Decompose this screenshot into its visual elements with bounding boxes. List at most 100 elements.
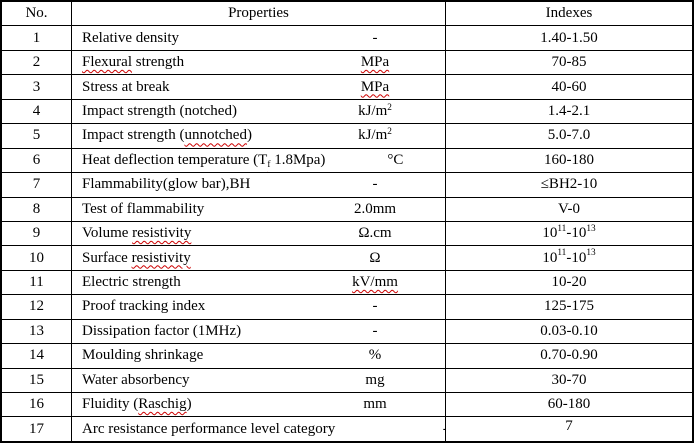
text-run: mm — [363, 396, 387, 413]
text-run: 40-60 — [551, 78, 587, 95]
table-row: 16 Fluidity (Raschig) mm 60-180 — [2, 393, 692, 418]
property-cell: Volume resistivity Ω.cm — [72, 221, 446, 246]
text-run: Relative density — [82, 29, 180, 46]
text-run: - — [372, 322, 378, 339]
text-run: Volume — [82, 225, 133, 242]
property-cell: Electric strength kV/mm — [72, 270, 446, 295]
text-run: V-0 — [558, 200, 580, 217]
property-unit: kJ/m2 — [305, 103, 445, 120]
text-run: - — [372, 176, 378, 193]
text-run: 2 — [387, 102, 392, 113]
property-cell: Test of flammability 2.0mm — [72, 197, 446, 221]
table-row: 17 Arc resistance performance level categ… — [2, 417, 692, 441]
property-cell: Impact strength (notched) kJ/m2 — [72, 99, 446, 124]
property-name: Relative density — [82, 30, 305, 47]
text-run: Test of flammability — [82, 200, 205, 217]
text-run: Electric strength — [82, 274, 181, 291]
text-run: Raschig — [138, 396, 187, 413]
index-cell: 0.03-0.10 — [446, 320, 692, 343]
property-unit: MPa — [305, 54, 445, 71]
text-run: -10 — [566, 225, 587, 242]
index-cell: 10 11 -10 13 — [446, 222, 692, 245]
table-row: 1 Relative density - 1.40-1.50 — [2, 26, 692, 51]
text-run: Heat deflection temperature (T — [82, 151, 268, 168]
text-run: 1.8Mpa) — [270, 151, 326, 168]
row-number-cell: 15 — [2, 368, 72, 392]
index-cell: 30-70 — [446, 369, 692, 392]
row-number-cell: 17 — [2, 417, 72, 441]
text-run: resistivity — [132, 225, 192, 242]
text-run: 11 — [557, 247, 567, 258]
index-cell: 1.40-1.50 — [446, 26, 692, 49]
index-cell: 40-60 — [446, 75, 692, 98]
text-run: 160-180 — [544, 151, 594, 168]
property-name: Arc resistance performance level categor… — [82, 421, 335, 438]
index-cell: 60-180 — [446, 393, 692, 416]
property-unit: 2.0mm — [305, 201, 445, 218]
text-run: Ω.cm — [358, 225, 392, 242]
text-run: 5.0-7.0 — [547, 127, 591, 144]
row-number-cell: 5 — [2, 124, 72, 148]
property-name: Proof tracking index — [82, 298, 305, 315]
index-cell: 160-180 — [446, 149, 692, 172]
text-run: 2.0mm — [353, 200, 397, 217]
text-run: Dissipation factor (1MHz) — [82, 322, 242, 339]
row-number-cell: 8 — [2, 197, 72, 221]
text-run: 1.4-2.1 — [547, 102, 591, 119]
row-number-cell: 9 — [2, 221, 72, 246]
text-run: - — [443, 421, 445, 437]
text-run: 125-175 — [544, 298, 594, 315]
property-name: Surface resistivity — [82, 250, 305, 267]
property-unit: - — [305, 30, 445, 47]
text-run: 10-20 — [551, 274, 587, 291]
text-run: kV/mm — [352, 274, 398, 291]
property-name: Fluidity (Raschig) — [82, 396, 305, 413]
table-row: 14 Moulding shrinkage% 0.70-0.90 — [2, 344, 692, 369]
table-header-row: No. Properties Indexes — [2, 2, 692, 27]
property-cell: Flexural strength MPa — [72, 50, 446, 75]
property-name: Electric strength — [82, 274, 305, 291]
text-run: Proof tracking index — [82, 298, 206, 315]
index-cell: 70-85 — [446, 51, 692, 74]
text-run: -10 — [566, 249, 587, 266]
table-row: 13 Dissipation factor (1MHz) - 0.03-0.10 — [2, 319, 692, 345]
text-run: 2 — [387, 127, 392, 138]
table-row: 2 Flexural strength MPa 70-85 — [2, 50, 692, 76]
text-run: f — [267, 160, 271, 171]
header-no: No. — [2, 2, 72, 26]
row-number-cell: 4 — [2, 99, 72, 124]
property-name: Heat deflection temperature (Tf 1.8Mpa) — [82, 151, 326, 171]
row-number-cell: 16 — [2, 393, 72, 417]
property-cell: Flammability(glow bar),BH - — [72, 173, 446, 197]
row-number-cell: 1 — [2, 26, 72, 50]
text-run: Stress at break — [82, 78, 170, 95]
property-name: Test of flammability — [82, 201, 305, 218]
text-run: Moulding shrinkage — [82, 347, 204, 364]
index-cell: 10 11 -10 13 — [446, 246, 692, 269]
text-run: Ω — [369, 249, 381, 266]
row-number-cell: 11 — [2, 270, 72, 295]
text-run: MPa — [360, 78, 390, 95]
property-cell: Water absorbency mg — [72, 368, 446, 392]
text-run: Fluidity ( — [82, 396, 139, 413]
text-run: 1.40-1.50 — [540, 29, 598, 46]
text-run: Impact strength (notched) — [82, 102, 237, 119]
property-unit: Ω.cm — [305, 225, 445, 242]
text-run: ) — [246, 127, 252, 144]
text-run: strength — [132, 54, 185, 71]
table-row: 10 Surface resistivity Ω 10 11 -10 13 — [2, 246, 692, 271]
property-name: Moulding shrinkage — [82, 347, 305, 364]
table-row: 11 Electric strength kV/mm 10-20 — [2, 270, 692, 296]
header-properties: Properties — [72, 2, 446, 26]
property-cell: Fluidity (Raschig) mm — [72, 393, 446, 417]
text-run: Water absorbency — [82, 371, 190, 388]
property-unit: MPa — [305, 79, 445, 96]
text-run: unnotched — [184, 127, 247, 144]
text-run: 70-85 — [551, 54, 587, 71]
index-cell: ≤BH2-10 — [446, 173, 692, 196]
property-unit: - — [305, 176, 445, 193]
table-row: 7 Flammability(glow bar),BH - ≤BH2-10 — [2, 173, 692, 198]
text-run: - — [372, 298, 378, 315]
text-run: % — [368, 347, 382, 364]
property-cell: Stress at break MPa — [72, 75, 446, 99]
